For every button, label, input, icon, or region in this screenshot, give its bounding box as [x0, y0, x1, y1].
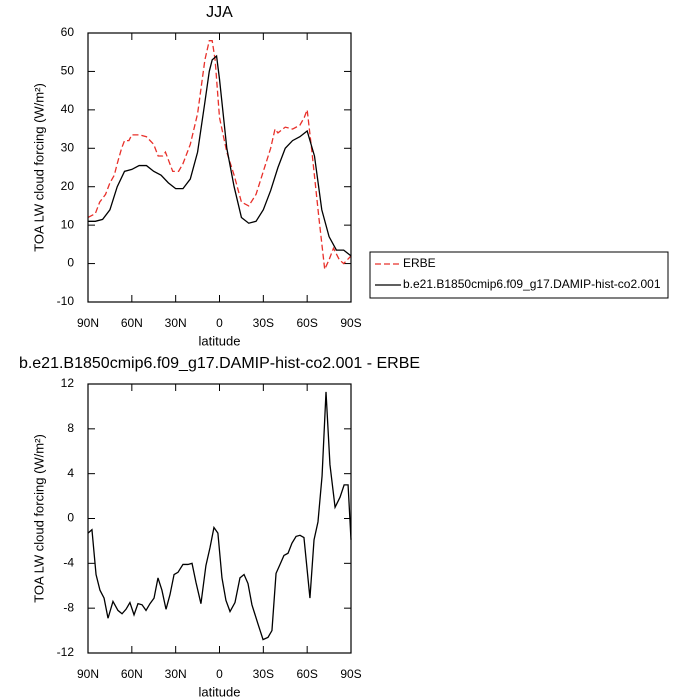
y-tick-label: 10: [61, 217, 75, 231]
y-tick-label: 0: [67, 511, 74, 525]
y-tick-label: 8: [67, 421, 74, 435]
x-tick-label: 0: [216, 667, 223, 681]
y-tick-label: -4: [63, 556, 74, 570]
x-tick-label: 30S: [253, 667, 274, 681]
y-tick-label: -10: [57, 294, 75, 308]
x-tick-label: 60S: [296, 316, 317, 330]
y-tick-label: -8: [63, 600, 74, 614]
x-tick-label: 30S: [253, 316, 274, 330]
x-tick-label: 90S: [340, 316, 361, 330]
y-axis-label: TOA LW cloud forcing (W/m²): [31, 434, 46, 603]
y-tick-label: 4: [67, 466, 74, 480]
legend-label: ERBE: [403, 256, 436, 270]
x-tick-label: 60S: [296, 667, 317, 681]
x-tick-label: 60N: [121, 316, 143, 330]
x-tick-label: 90S: [340, 667, 361, 681]
plot-frame: [87, 383, 352, 654]
x-tick-label: 60N: [121, 667, 143, 681]
legend-label: b.e21.B1850cmip6.f09_g17.DAMIP-hist-co2.…: [403, 277, 661, 291]
series-line: [88, 54, 352, 257]
series-line: [87, 40, 352, 272]
series-line: [87, 391, 352, 641]
y-axis-label: TOA LW cloud forcing (W/m²): [31, 83, 46, 252]
y-tick-label: 20: [61, 179, 75, 193]
x-tick-label: 90N: [77, 667, 99, 681]
x-tick-label: 90N: [77, 316, 99, 330]
x-axis-label: latitude: [199, 333, 241, 348]
y-tick-label: 12: [61, 376, 75, 390]
y-tick-label: 40: [61, 102, 75, 116]
x-tick-label: 30N: [165, 667, 187, 681]
y-tick-label: 0: [67, 256, 74, 270]
legend-box: [369, 251, 669, 299]
y-tick-label: 50: [61, 64, 75, 78]
y-tick-label: -12: [57, 645, 75, 659]
y-tick-label: 30: [61, 140, 75, 154]
x-tick-label: 30N: [165, 316, 187, 330]
chart-title: JJA: [206, 4, 233, 21]
x-axis-label: latitude: [199, 684, 241, 699]
y-tick-label: 60: [61, 25, 75, 39]
plot-frame: [87, 32, 352, 303]
x-tick-label: 0: [216, 316, 223, 330]
chart-title: b.e21.B1850cmip6.f09_g17.DAMIP-hist-co2.…: [19, 355, 420, 372]
